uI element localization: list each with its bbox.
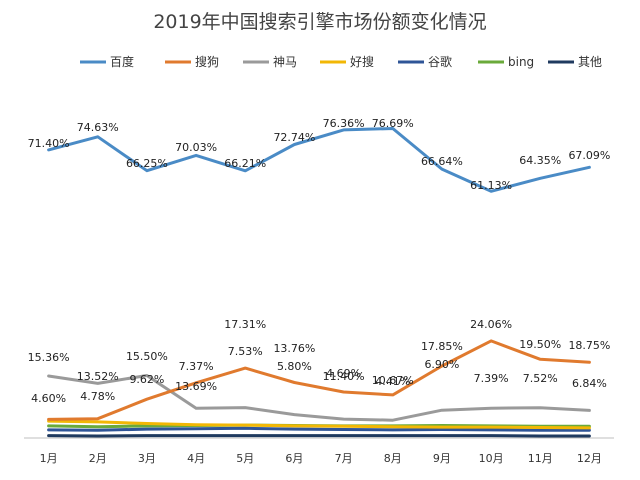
data-label: 74.63% [77,121,119,134]
data-label: 13.69% [175,380,217,393]
series-line [47,374,591,422]
data-label: 4.69% [326,367,361,380]
data-label: 4.60% [31,392,66,405]
data-label: 66.21% [224,157,266,170]
data-label: 70.03% [175,141,217,154]
x-tick-label: 3月 [138,452,156,465]
x-tick-label: 9月 [433,452,451,465]
data-label: 13.76% [273,342,315,355]
legend-label: 好搜 [350,54,374,69]
x-tick-label: 5月 [236,452,254,465]
data-label: 66.64% [421,155,463,168]
data-label: 9.62% [129,373,164,386]
series-line [47,419,591,430]
data-label: 18.75% [568,339,610,352]
data-label: 72.74% [273,131,315,144]
x-tick-label: 12月 [577,452,602,465]
data-label: 6.84% [572,377,607,390]
x-tick-label: 8月 [384,452,402,465]
x-tick-label: 7月 [335,452,353,465]
data-label: 5.80% [277,360,312,373]
legend-label: 神马 [273,55,297,69]
data-label: 7.52% [523,372,558,385]
data-label: 61.13% [470,179,512,192]
x-tick-label: 2月 [89,452,107,465]
x-tick-label: 4月 [187,452,205,465]
x-axis-ticks: 1月 2月 3月 4月 5月 6月 7月 8月 9月 10月 11月 12月 [40,452,602,465]
legend-label: 其他 [578,55,602,69]
data-label: 4.41% [375,375,410,388]
legend: 百度 搜狗 神马 好搜 谷歌 bing 其他 [80,54,602,69]
data-labels: 71.40% 74.63% 66.25% 70.03% 66.21% 72.74% 76.3… [28,117,611,405]
chart-title: 2019年中国搜索引擎市场份额变化情况 [153,11,486,33]
data-label: 67.09% [568,149,610,162]
data-label: 10.67% [372,374,414,387]
data-label: 66.25% [126,157,168,170]
data-label: 15.36% [28,351,70,364]
series-line [47,127,591,193]
x-tick-label: 6月 [285,452,303,465]
data-label: 19.50% [519,338,561,351]
data-label: 4.78% [80,390,115,403]
data-label: 76.69% [372,117,414,130]
x-tick-label: 10月 [479,452,504,465]
data-label: 7.37% [179,360,214,373]
legend-label: 百度 [110,54,134,69]
x-tick-label: 1月 [40,452,58,465]
data-label: 76.36% [323,117,365,130]
data-label: 17.31% [224,318,266,331]
series-line [47,339,591,421]
data-label: 7.39% [474,372,509,385]
legend-label: 搜狗 [195,54,219,69]
data-label: 71.40% [28,137,70,150]
data-label: 11.40% [323,370,365,383]
legend-label: bing [508,55,534,69]
data-label: 15.50% [126,350,168,363]
data-label: 17.85% [421,340,463,353]
series-lines [47,127,591,438]
series-line [47,426,591,432]
data-label: 6.90% [424,358,459,371]
data-label: 24.06% [470,318,512,331]
data-label: 13.52% [77,370,119,383]
data-label: 7.53% [228,345,263,358]
data-label: 64.35% [519,154,561,167]
x-tick-label: 11月 [528,452,553,465]
legend-label: 谷歌 [428,54,452,69]
